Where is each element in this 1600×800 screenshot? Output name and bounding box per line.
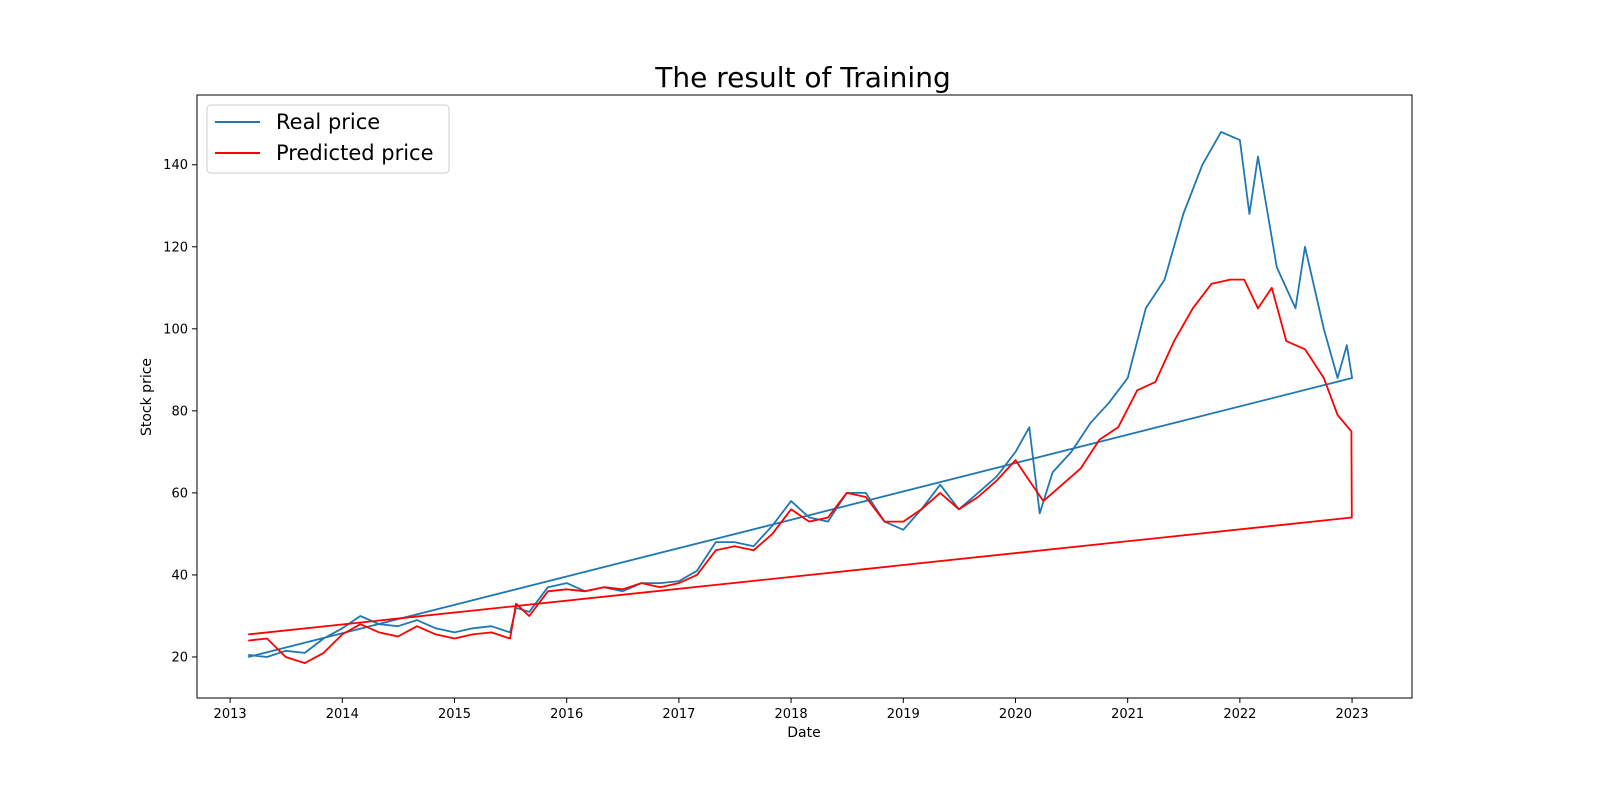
y-tick-label-80: 80	[171, 404, 188, 419]
y-axis-label: Stock price	[139, 358, 155, 436]
x-tick-label-2020: 2020	[999, 707, 1032, 722]
y-tick-label-120: 120	[163, 240, 188, 255]
series-line-predicted-price	[248, 278, 1353, 664]
x-axis: 2013 2014 2015 2016 2017 2018 2019 2020 2021 2022…	[214, 698, 1369, 722]
legend-label-predicted-price: Predicted price	[276, 141, 434, 165]
legend: Real price Predicted price	[206, 104, 450, 174]
legend-box	[206, 104, 450, 174]
legend-label-real-price: Real price	[276, 110, 380, 134]
x-tick-label-2019: 2019	[887, 707, 920, 722]
plot-frame	[196, 94, 1413, 699]
x-tick-label-2015: 2015	[438, 707, 471, 722]
y-tick-label-60: 60	[171, 486, 188, 501]
chart-title: The result of Training	[654, 61, 950, 94]
x-tick-label-2021: 2021	[1111, 707, 1144, 722]
x-tick-label-2018: 2018	[775, 707, 808, 722]
plot-lines	[247, 130, 1353, 664]
x-tick-label-2017: 2017	[662, 707, 695, 722]
y-tick-label-20: 20	[171, 650, 188, 665]
y-axis: 20 40 60 80 100 120 140	[163, 158, 197, 665]
x-tick-label-2013: 2013	[214, 707, 247, 722]
y-tick-label-100: 100	[163, 322, 188, 337]
x-tick-label-2016: 2016	[550, 707, 583, 722]
x-tick-label-2014: 2014	[326, 707, 359, 722]
x-tick-label-2022: 2022	[1223, 707, 1256, 722]
y-tick-label-140: 140	[163, 158, 188, 173]
x-axis-label: Date	[787, 725, 820, 741]
series-line-real-price	[247, 130, 1353, 658]
x-tick-label-2023: 2023	[1336, 707, 1369, 722]
y-tick-label-40: 40	[171, 568, 188, 583]
